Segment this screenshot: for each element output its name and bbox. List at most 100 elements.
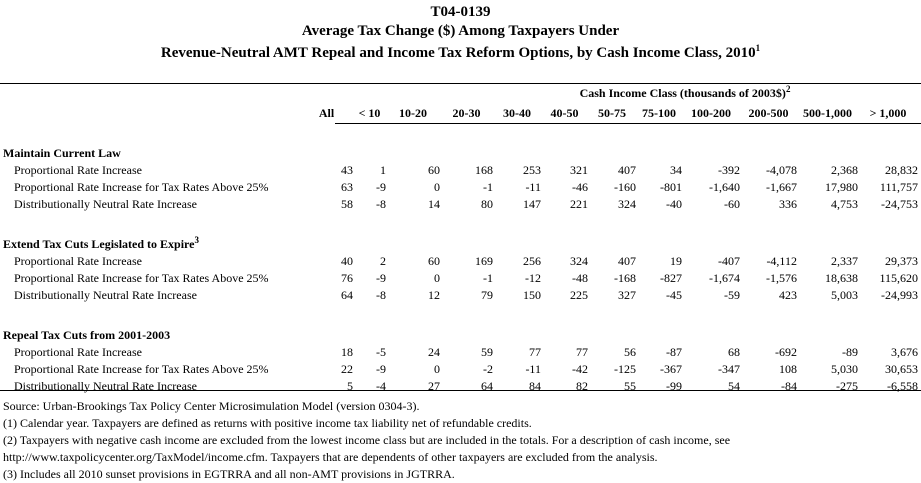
- cell-value: -99: [666, 379, 682, 393]
- cell-value: 64: [341, 288, 353, 302]
- cell-value: 63: [341, 180, 353, 194]
- column-header: 100-200: [691, 106, 731, 120]
- cell-value: -160: [614, 180, 636, 194]
- cell-value: 12: [428, 288, 440, 302]
- table-row: Proportional Rate Increase 40 2 60 169 256 324…: [0, 253, 918, 270]
- cell-value: 1: [380, 163, 386, 177]
- cell-value: 30,653: [885, 362, 918, 376]
- table-row: Proportional Rate Increase for Tax Rates…: [0, 179, 918, 196]
- cell-value: 28,832: [885, 163, 918, 177]
- spacer-cell: [0, 304, 918, 327]
- column-header: All: [318, 106, 335, 120]
- cell-value: 84: [529, 379, 541, 393]
- cell-value: -4,112: [766, 254, 797, 268]
- cell-value: -40: [666, 197, 682, 211]
- section-header: Repeal Tax Cuts from 2001-2003: [0, 327, 918, 344]
- cell-value: 40: [341, 254, 353, 268]
- table-row: Distributionally Neutral Rate Increase 5 -…: [0, 378, 918, 395]
- data-table: All < 10 10-20 20-30 30-40 40-50 50-75 75-100 10…: [0, 105, 918, 395]
- column-header: 200-500: [748, 106, 789, 120]
- cell-value: 58: [341, 197, 353, 211]
- section-title-text: Maintain Current Law: [3, 146, 121, 160]
- cell-value: 324: [618, 197, 636, 211]
- cell-value: -45: [666, 288, 682, 302]
- section-title-text: Extend Tax Cuts Legislated to Expire: [3, 237, 195, 251]
- cell-value: 22: [341, 362, 353, 376]
- table-row: Proportional Rate Increase for Tax Rates…: [0, 270, 918, 287]
- footnote: (1) Calendar year. Taxpayers are defined…: [3, 416, 532, 430]
- cell-value: 2,368: [831, 163, 858, 177]
- cell-value: -42: [572, 362, 588, 376]
- cell-value: 80: [481, 197, 493, 211]
- cell-value: 0: [434, 362, 440, 376]
- cell-value: 4,753: [831, 197, 858, 211]
- cell-value: 5,003: [831, 288, 858, 302]
- footnote: Source: Urban-Brookings Tax Policy Cente…: [3, 399, 420, 413]
- spacer: [0, 304, 918, 327]
- cell-value: 29,373: [885, 254, 918, 268]
- cell-value: 27: [428, 379, 440, 393]
- spacer-cell: [0, 213, 918, 236]
- cell-value: 82: [576, 379, 588, 393]
- cell-value: 111,757: [879, 180, 918, 194]
- cell-value: 2,337: [831, 254, 858, 268]
- cell-value: -407: [718, 254, 740, 268]
- cell-value: 54: [728, 379, 740, 393]
- column-header: < 10: [358, 106, 381, 120]
- cell-value: 225: [570, 288, 588, 302]
- column-header: 30-40: [503, 106, 531, 120]
- cell-value: -1: [483, 180, 493, 194]
- cell-value: -24,753: [881, 197, 918, 211]
- column-group-header: Cash Income Class (thousands of 2003$)2: [470, 84, 900, 101]
- cell-value: 423: [779, 288, 797, 302]
- cell-value: 108: [779, 362, 797, 376]
- column-header-row: All < 10 10-20 20-30 30-40 40-50 50-75 75-100 10…: [0, 105, 918, 122]
- section-title: Repeal Tax Cuts from 2001-2003: [0, 327, 918, 344]
- footnote: (3) Includes all 2010 sunset provisions …: [3, 467, 455, 481]
- cell-value: 24: [428, 345, 440, 359]
- section-title: Extend Tax Cuts Legislated to Expire3: [0, 236, 918, 253]
- footnotes: Source: Urban-Brookings Tax Policy Cente…: [3, 398, 730, 483]
- cell-value: 17,980: [825, 180, 858, 194]
- header-rule: [335, 123, 921, 124]
- cell-value: -2: [483, 362, 493, 376]
- cell-value: 147: [523, 197, 541, 211]
- cell-value: 19: [670, 254, 682, 268]
- footnote: http://www.taxpolicycenter.org/TaxModel/…: [3, 450, 658, 464]
- cell-value: 327: [618, 288, 636, 302]
- cell-value: 18: [341, 345, 353, 359]
- cell-value: -347: [718, 362, 740, 376]
- row-label: Proportional Rate Increase for Tax Rates…: [14, 180, 269, 194]
- spacer: [0, 213, 918, 236]
- cell-value: 321: [570, 163, 588, 177]
- cell-value: -8: [376, 197, 386, 211]
- table-row: Proportional Rate Increase for Tax Rates…: [0, 361, 918, 378]
- cell-value: 0: [434, 271, 440, 285]
- footnote-ref: 3: [194, 236, 199, 245]
- cell-value: -1,674: [709, 271, 740, 285]
- cell-value: 2: [380, 254, 386, 268]
- cell-value: -84: [781, 379, 797, 393]
- cell-value: 60: [428, 163, 440, 177]
- cell-value: 256: [523, 254, 541, 268]
- cell-value: -60: [724, 197, 740, 211]
- cell-value: 64: [481, 379, 493, 393]
- cell-value: 59: [481, 345, 493, 359]
- table-row: Proportional Rate Increase 43 1 60 168 253 321…: [0, 162, 918, 179]
- footnote-ref: 2: [785, 84, 791, 94]
- cell-value: -24,993: [881, 288, 918, 302]
- cell-value: 77: [576, 345, 588, 359]
- cell-value: 56: [624, 345, 636, 359]
- cell-value: 55: [624, 379, 636, 393]
- cell-value: -89: [842, 345, 858, 359]
- footnote-ref: 1: [755, 43, 761, 53]
- section-header: Maintain Current Law: [0, 145, 918, 162]
- cell-value: 5,030: [831, 362, 858, 376]
- cell-value: -9: [376, 271, 386, 285]
- row-label: Proportional Rate Increase: [14, 163, 142, 177]
- cell-value: -11: [525, 180, 541, 194]
- row-label: Proportional Rate Increase for Tax Rates…: [14, 362, 269, 376]
- cell-value: 169: [475, 254, 493, 268]
- spacer: [0, 122, 918, 145]
- cell-value: -8: [376, 288, 386, 302]
